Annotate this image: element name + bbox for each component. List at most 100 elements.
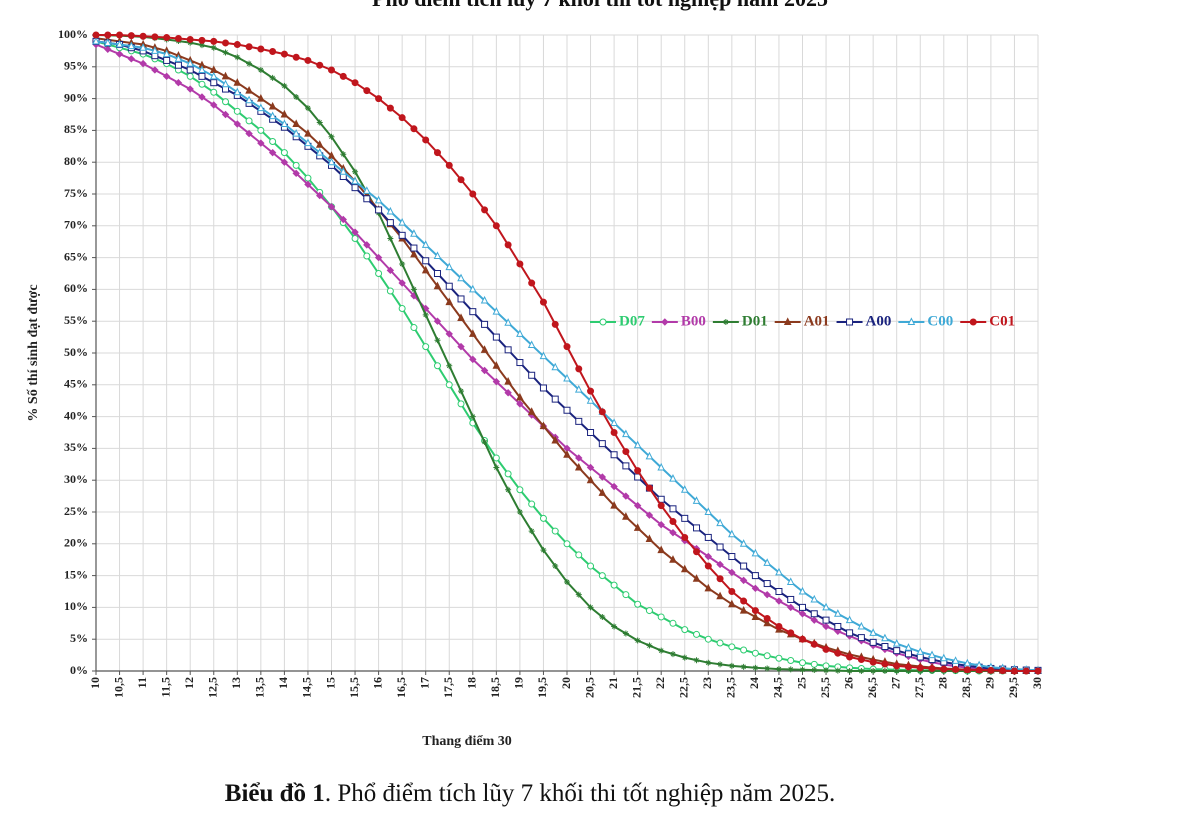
data-point <box>751 548 760 557</box>
data-point <box>704 552 713 561</box>
data-point <box>622 512 630 520</box>
data-point <box>810 660 818 668</box>
data-point <box>869 628 877 636</box>
legend-label: D07 <box>619 313 645 329</box>
data-point <box>116 31 124 39</box>
data-point <box>657 545 666 554</box>
data-point <box>846 653 854 661</box>
data-point <box>846 629 854 637</box>
data-point <box>740 562 748 570</box>
data-point <box>433 149 441 157</box>
data-point <box>528 279 536 287</box>
data-point <box>139 59 147 68</box>
x-tick-label: 14,5 <box>300 677 314 698</box>
data-point <box>410 229 418 237</box>
data-point <box>363 241 371 249</box>
data-point <box>292 169 300 178</box>
data-point <box>575 417 583 425</box>
data-point <box>433 270 441 277</box>
data-point <box>622 448 630 456</box>
y-tick-label: 35% <box>64 440 88 454</box>
chart-series <box>92 31 1042 675</box>
data-point <box>445 330 453 338</box>
data-point <box>174 78 183 87</box>
y-tick-label: 65% <box>64 249 88 263</box>
data-point <box>799 659 806 667</box>
data-point <box>857 634 865 642</box>
x-tick-label: 22 <box>653 677 667 689</box>
x-tick-label: 13 <box>229 677 243 689</box>
legend-item-c00: C00 <box>898 313 953 329</box>
data-point <box>775 666 782 673</box>
data-point <box>775 588 783 595</box>
data-point <box>928 650 936 659</box>
data-point <box>610 581 618 589</box>
data-point <box>834 609 842 617</box>
data-point <box>410 125 418 133</box>
data-point <box>586 475 595 484</box>
data-point <box>540 547 547 554</box>
data-point <box>969 318 977 326</box>
data-point <box>680 564 689 573</box>
data-point <box>657 462 666 471</box>
y-tick-label: 75% <box>64 186 88 200</box>
data-point <box>633 501 642 510</box>
data-point <box>139 32 147 40</box>
y-tick-label: 10% <box>64 599 88 613</box>
data-point <box>315 140 324 148</box>
data-point <box>246 60 253 67</box>
x-tick-label: 27 <box>888 677 902 689</box>
data-point <box>763 558 771 566</box>
data-point <box>739 576 748 585</box>
x-tick-label: 19,5 <box>535 677 549 698</box>
figure-caption: Biểu đồ 1. Phổ điểm tích lũy 7 khối thi … <box>0 780 1060 808</box>
data-point <box>669 555 677 563</box>
data-point <box>457 176 465 184</box>
data-point <box>799 635 806 643</box>
data-point <box>527 407 536 415</box>
data-point <box>539 384 547 392</box>
data-point <box>269 74 276 81</box>
x-axis-title: Thang điểm 30 <box>422 734 511 749</box>
y-tick-label: 5% <box>70 631 88 645</box>
data-point <box>457 273 465 282</box>
y-tick-label: 0% <box>70 663 88 677</box>
data-point <box>846 668 853 674</box>
data-point <box>198 80 206 88</box>
data-point <box>352 168 359 175</box>
data-point <box>834 649 842 657</box>
data-point <box>963 658 972 667</box>
data-point <box>916 664 924 672</box>
data-point <box>598 473 607 481</box>
data-point <box>539 298 547 306</box>
data-point <box>505 486 512 493</box>
data-point <box>304 56 312 64</box>
data-point <box>704 583 713 592</box>
data-point <box>186 66 194 74</box>
data-point <box>327 157 336 166</box>
data-point <box>245 43 253 51</box>
data-point <box>598 488 607 496</box>
data-point <box>374 195 383 204</box>
x-tick-label: 14 <box>276 677 290 689</box>
data-point <box>375 95 383 103</box>
x-tick-label: 18 <box>465 677 479 689</box>
x-tick-label: 12 <box>182 677 196 689</box>
data-point <box>669 505 677 513</box>
data-point <box>563 343 571 351</box>
data-point <box>221 110 230 119</box>
data-point <box>822 616 830 624</box>
data-point <box>210 88 218 96</box>
data-point <box>398 304 406 312</box>
data-point <box>716 591 724 600</box>
x-tick-label: 24 <box>747 677 761 689</box>
data-point <box>257 66 264 73</box>
data-point <box>787 603 795 612</box>
legend-label: A01 <box>804 313 830 329</box>
data-point <box>504 346 512 354</box>
data-point <box>446 362 453 369</box>
data-point <box>386 287 394 295</box>
data-point <box>115 50 124 58</box>
data-point <box>893 662 901 670</box>
y-tick-label: 40% <box>64 408 88 422</box>
